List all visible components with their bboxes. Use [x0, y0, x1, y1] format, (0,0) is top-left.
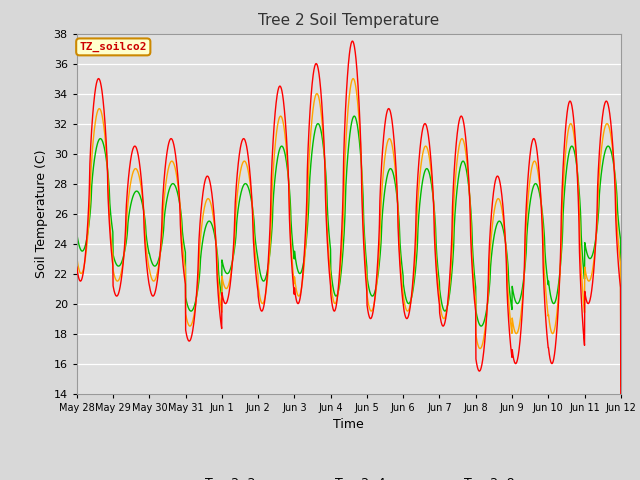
Tree2 -4cm — [349, 76, 357, 82]
Line: Tree2 -4cm: Tree2 -4cm — [77, 79, 621, 386]
Tree2 -8cm — [73, 231, 81, 237]
Tree2 -2cm — [584, 300, 592, 306]
Tree2 -4cm — [584, 277, 592, 283]
Tree2 -8cm — [584, 253, 592, 259]
Title: Tree 2 Soil Temperature: Tree 2 Soil Temperature — [258, 13, 440, 28]
Tree2 -4cm — [617, 383, 625, 389]
Tree2 -4cm — [507, 323, 515, 328]
Tree2 -2cm — [507, 346, 515, 351]
Tree2 -4cm — [376, 218, 384, 224]
Tree2 -8cm — [617, 376, 625, 382]
Y-axis label: Soil Temperature (C): Soil Temperature (C) — [35, 149, 48, 278]
Tree2 -4cm — [365, 301, 372, 307]
Line: Tree2 -2cm: Tree2 -2cm — [77, 41, 621, 394]
Tree2 -8cm — [225, 270, 232, 276]
Tree2 -8cm — [365, 284, 372, 289]
Tree2 -4cm — [73, 254, 81, 260]
Tree2 -4cm — [569, 126, 577, 132]
Tree2 -2cm — [569, 110, 577, 116]
Tree2 -2cm — [225, 293, 232, 299]
Tree2 -8cm — [350, 113, 358, 119]
Text: TZ_soilco2: TZ_soilco2 — [79, 42, 147, 52]
Tree2 -2cm — [617, 391, 625, 396]
Tree2 -2cm — [73, 264, 81, 270]
Line: Tree2 -8cm: Tree2 -8cm — [77, 116, 621, 379]
Tree2 -8cm — [507, 300, 515, 306]
Tree2 -8cm — [569, 144, 577, 150]
Tree2 -2cm — [349, 38, 356, 44]
Tree2 -2cm — [376, 184, 384, 190]
Tree2 -2cm — [365, 312, 372, 317]
Legend: Tree2 -2cm, Tree2 -4cm, Tree2 -8cm: Tree2 -2cm, Tree2 -4cm, Tree2 -8cm — [159, 472, 539, 480]
Tree2 -4cm — [225, 282, 232, 288]
X-axis label: Time: Time — [333, 418, 364, 431]
Tree2 -8cm — [376, 248, 384, 254]
